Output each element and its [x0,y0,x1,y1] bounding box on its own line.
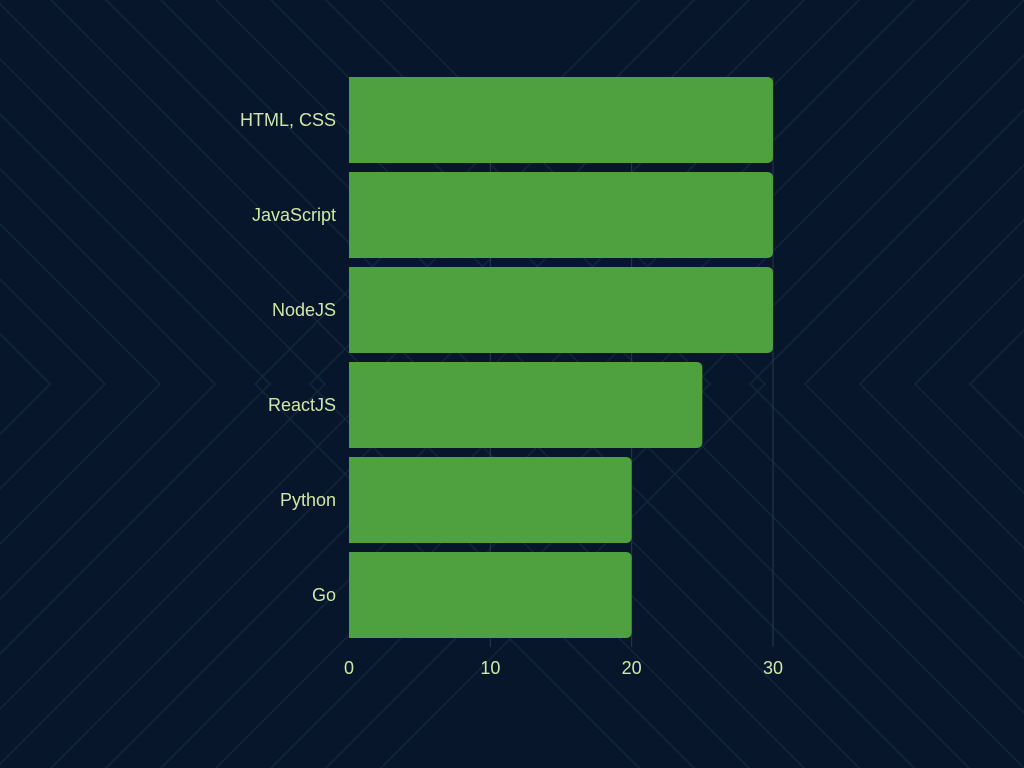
category-label: JavaScript [252,205,336,225]
category-label: HTML, CSS [240,110,336,130]
bar [349,172,773,258]
bar [349,362,703,448]
bars [349,77,773,638]
category-label: Python [280,490,336,510]
category-label: Go [312,585,336,605]
category-label: NodeJS [272,300,336,320]
bar [349,77,773,163]
x-tick-label: 10 [480,658,500,678]
bar [349,457,632,543]
x-tick-label: 0 [344,658,354,678]
bar [349,552,632,638]
x-axis-ticks: 0 10 20 30 [344,658,783,678]
x-tick-label: 30 [763,658,783,678]
category-label: ReactJS [268,395,336,415]
bar [349,267,773,353]
category-labels: HTML, CSS JavaScript NodeJS ReactJS Python Go [240,110,336,605]
x-tick-label: 20 [622,658,642,678]
